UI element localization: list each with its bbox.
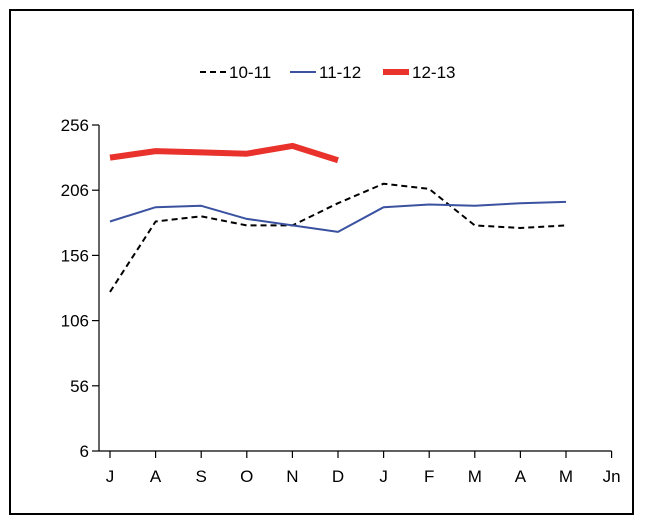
axes	[98, 125, 612, 452]
x-tick-label: D	[332, 467, 344, 486]
legend-label: 10-11	[229, 63, 271, 82]
y-tick-label: 206	[61, 181, 89, 200]
y-tick-label: 106	[61, 312, 89, 331]
series-line-10-11	[109, 182, 567, 293]
x-axis-ticks: J A S O N D J F M A M Jn	[106, 451, 621, 486]
line-chart: 10-11 11-12 12-13 6 56 106 156 206 256 J A S O N D J F…	[61, 63, 621, 486]
legend: 10-11 11-12 12-13	[200, 63, 455, 82]
x-tick-label: Jn	[603, 467, 621, 486]
x-tick-label: O	[240, 467, 253, 486]
y-tick-label: 256	[61, 116, 89, 135]
legend-label: 11-12	[319, 63, 361, 82]
x-tick-label: M	[468, 467, 482, 486]
x-tick-label: N	[286, 467, 298, 486]
y-tick-label: 56	[70, 377, 89, 396]
legend-label: 12-13	[412, 63, 455, 82]
series-lines	[109, 142, 567, 293]
x-tick-label: A	[150, 467, 162, 486]
y-tick-label: 6	[80, 442, 89, 461]
series-line-11-12	[109, 200, 567, 233]
x-tick-label: M	[559, 467, 573, 486]
chart-frame: 10-11 11-12 12-13 6 56 106 156 206 256 J A S O N D J F…	[9, 9, 634, 515]
x-tick-label: F	[424, 467, 434, 486]
y-tick-label: 156	[61, 246, 89, 265]
x-tick-label: S	[196, 467, 207, 486]
x-tick-label: A	[515, 467, 527, 486]
x-tick-label: J	[379, 467, 388, 486]
series-line-12-13	[109, 142, 339, 164]
y-axis-ticks: 6 56 106 156 206 256	[61, 116, 99, 461]
x-tick-label: J	[106, 467, 115, 486]
